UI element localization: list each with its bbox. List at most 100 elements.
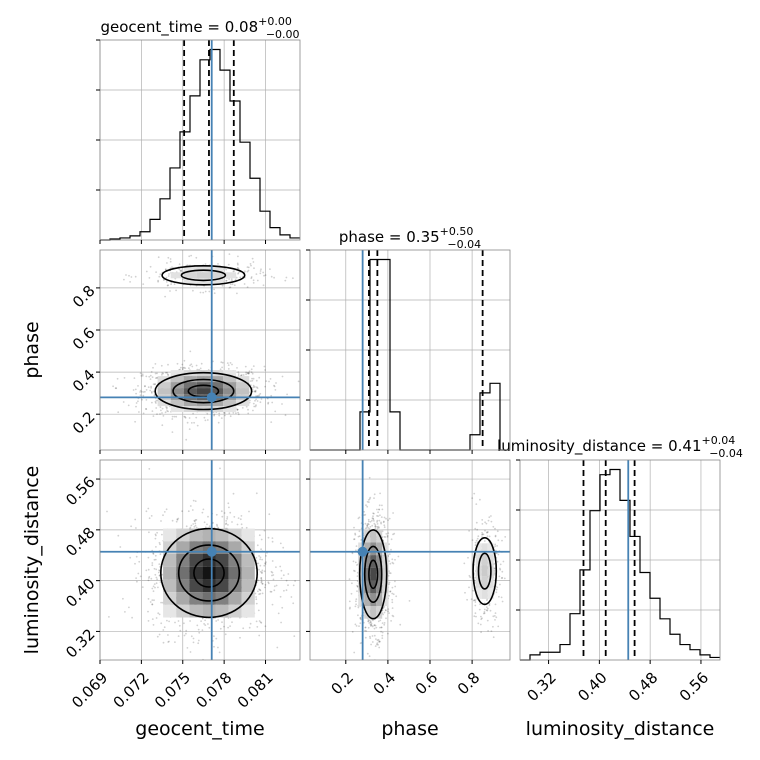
sample-point [248, 372, 250, 374]
sample-point [359, 642, 362, 645]
sample-point [379, 514, 381, 517]
sample-point [483, 611, 486, 613]
sample-point [258, 588, 260, 591]
density-cell [382, 567, 389, 581]
sample-point [227, 524, 229, 526]
sample-point [166, 410, 169, 412]
x-tick-label: 0.4 [370, 669, 400, 699]
sample-point [159, 543, 161, 546]
sample-point [264, 586, 266, 589]
sample-point [364, 629, 366, 632]
sample-point [476, 537, 479, 540]
sample-point [180, 270, 183, 273]
sample-point [225, 280, 228, 282]
sample-point [376, 525, 378, 528]
sample-point [227, 663, 229, 665]
sample-point [258, 634, 261, 637]
density-cell [223, 370, 237, 377]
sample-point [355, 600, 357, 603]
sample-point [142, 391, 145, 393]
contour-line [172, 378, 235, 404]
sample-point [150, 371, 153, 373]
sample-point [385, 617, 387, 620]
sample-point [141, 398, 144, 401]
sample-point [490, 630, 493, 632]
sample-point [134, 518, 137, 521]
sample-point [368, 655, 371, 658]
sample-point [196, 624, 199, 627]
sample-point [217, 526, 220, 529]
sample-point [142, 412, 145, 415]
density-cell [210, 400, 224, 407]
sample-point [245, 371, 248, 374]
sample-point [158, 541, 161, 544]
sample-point [154, 383, 157, 385]
sample-point [366, 505, 369, 508]
sample-point [263, 529, 266, 532]
sample-point [250, 276, 253, 278]
sample-point [115, 387, 118, 390]
y-tick-label: 0.48 [62, 524, 98, 560]
sample-point [358, 530, 361, 533]
sample-point [381, 634, 384, 637]
sample-point [165, 406, 167, 408]
sample-point [391, 592, 394, 595]
sample-point [373, 493, 376, 496]
sample-point [157, 256, 160, 259]
sample-point [135, 577, 138, 579]
sample-point [258, 534, 261, 537]
sample-point [254, 390, 256, 393]
density-cell [170, 388, 184, 395]
sample-point [182, 278, 184, 280]
sample-point [255, 273, 258, 275]
sample-point [184, 416, 187, 419]
sample-point [234, 278, 237, 281]
sample-point [499, 567, 501, 570]
sample-point [354, 533, 357, 536]
sample-point [204, 419, 207, 422]
sample-point [255, 602, 258, 605]
sample-point [472, 599, 475, 602]
sample-point [474, 601, 477, 603]
sample-point [269, 268, 271, 270]
sample-point [154, 573, 157, 576]
sample-point [356, 580, 359, 583]
sample-point [499, 568, 502, 571]
sample-point [158, 574, 161, 577]
density-cell [370, 580, 377, 594]
sample-point [196, 424, 199, 427]
sample-point [255, 598, 258, 601]
sample-point [236, 409, 239, 411]
sample-point [493, 567, 496, 570]
sample-point [236, 267, 239, 269]
sample-point [151, 410, 154, 412]
xlabel-luminosity-distance: luminosity_distance [526, 718, 715, 740]
sample-point [384, 609, 387, 611]
sample-point [167, 641, 170, 643]
contour-line [180, 269, 227, 282]
sample-point [377, 638, 380, 641]
sample-point [207, 623, 209, 625]
sample-point [367, 620, 370, 622]
x-tick-label: 0.40 [574, 669, 610, 705]
title-geocent-time-sup: +0.00 [258, 15, 292, 28]
sample-point [237, 271, 240, 274]
sample-point [259, 570, 262, 573]
sample-point [261, 582, 264, 585]
truth-marker [206, 392, 217, 403]
sample-point [155, 582, 158, 585]
sample-point [284, 279, 287, 282]
sample-point [147, 620, 150, 622]
sample-point [290, 596, 293, 598]
sample-point [397, 555, 400, 558]
sample-point [261, 582, 264, 585]
density-cell [215, 579, 229, 593]
sample-point [351, 552, 354, 555]
sample-point [242, 627, 245, 630]
sample-point [488, 535, 491, 538]
sample-point [364, 626, 367, 629]
sample-point [165, 281, 168, 283]
sample-point [267, 536, 270, 539]
sample-point [156, 531, 159, 534]
